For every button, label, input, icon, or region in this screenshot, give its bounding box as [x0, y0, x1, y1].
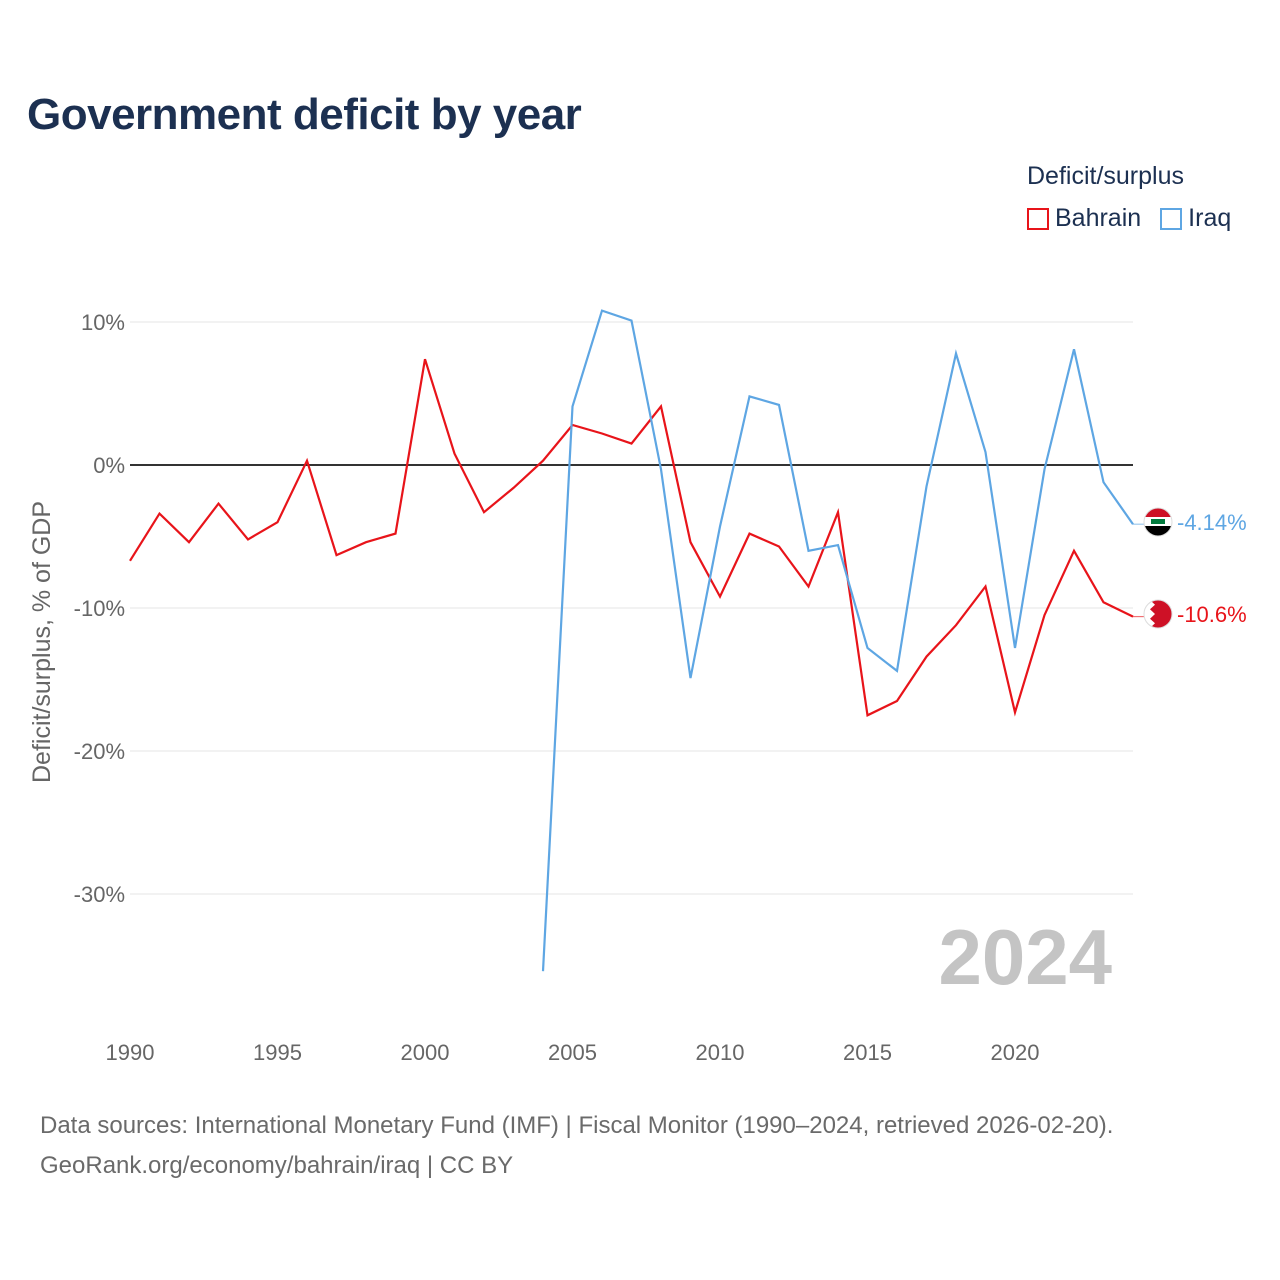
bahrain-end-label: -10.6% [1177, 602, 1247, 627]
footer: Data sources: International Monetary Fun… [40, 1106, 1113, 1186]
line-chart: 10% 0% -10% -20% -30% 1990 1995 2000 2005 2010 20… [28, 309, 1247, 1065]
x-axis-ticks: 1990 1995 2000 2005 2010 2015 2020 [106, 1040, 1040, 1065]
series-line-bahrain [129, 358, 1134, 717]
footer-link[interactable]: GeoRank.org/economy/bahrain/iraq | CC BY [40, 1152, 514, 1179]
legend-label-iraq: Iraq [1188, 204, 1232, 232]
y-axis-label: Deficit/surplus, % of GDP [28, 501, 56, 783]
x-tick-label: 2015 [843, 1040, 892, 1065]
bahrain-flag-icon [1144, 600, 1172, 628]
x-tick-label: 2020 [991, 1040, 1040, 1065]
y-axis-ticks: 10% 0% -10% -20% -30% [74, 310, 125, 907]
y-tick-label: -20% [74, 739, 125, 764]
iraq-flag-icon [1144, 508, 1172, 536]
series-lines [129, 309, 1146, 972]
bahrain-end-marker [1143, 599, 1173, 629]
series-line-iraq [541, 309, 1134, 972]
page-title: Government deficit by year [27, 90, 582, 139]
legend-item-bahrain[interactable]: Bahrain [1027, 204, 1141, 233]
grid-lines [130, 321, 1133, 895]
x-tick-label: 1990 [106, 1040, 155, 1065]
footer-sources: Data sources: International Monetary Fun… [40, 1112, 1114, 1139]
x-tick-label: 2000 [401, 1040, 450, 1065]
y-tick-label: -10% [74, 596, 125, 621]
y-tick-label: 0% [93, 453, 125, 478]
year-watermark: 2024 [938, 913, 1112, 1001]
legend: Bahrain Iraq [1027, 204, 1231, 233]
x-tick-label: 1995 [253, 1040, 302, 1065]
iraq-end-marker [1143, 507, 1173, 537]
y-tick-label: 10% [81, 310, 125, 335]
legend-title: Deficit/surplus [1027, 162, 1184, 190]
legend-swatch-iraq [1160, 207, 1183, 230]
legend-swatch-bahrain [1027, 207, 1049, 230]
legend-label-bahrain: Bahrain [1055, 204, 1142, 232]
x-tick-label: 2005 [548, 1040, 597, 1065]
iraq-end-label: -4.14% [1177, 510, 1247, 535]
y-tick-label: -30% [74, 882, 125, 907]
legend-item-iraq[interactable]: Iraq [1160, 204, 1231, 233]
x-tick-label: 2010 [696, 1040, 745, 1065]
